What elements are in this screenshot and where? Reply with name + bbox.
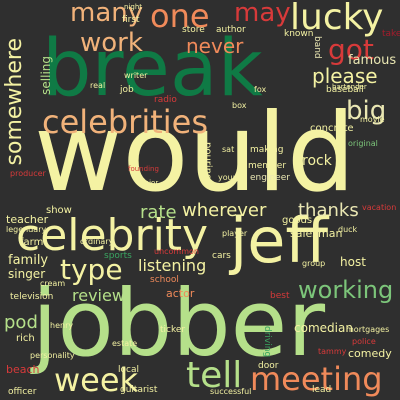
word-fox: fox	[254, 85, 267, 94]
word-beach: beach	[6, 363, 40, 376]
word-first: first	[122, 15, 140, 25]
word-radio: radio	[154, 95, 177, 105]
word-guitarist: guitarist	[120, 385, 158, 395]
word-rich: rich	[16, 333, 35, 344]
word-baseball: baseball	[326, 85, 364, 95]
word-uncommon: uncommon	[154, 247, 199, 256]
word-cars: cars	[212, 251, 231, 261]
word-tammy: tammy	[318, 347, 347, 356]
word-group: group	[302, 259, 326, 268]
word-television: television	[10, 292, 54, 302]
word-one: one	[150, 0, 210, 35]
word-cream: cream	[40, 279, 66, 288]
word-celebrities: celebrities	[42, 103, 209, 141]
word-member: member	[248, 161, 287, 171]
word-many: many	[70, 0, 144, 28]
word-week: week	[54, 361, 139, 399]
word-jobber: jobber	[32, 270, 326, 377]
word-somewhere: somewhere	[2, 38, 27, 166]
word-goods: goods	[282, 215, 313, 226]
word-door: door	[258, 361, 279, 371]
word-lead: lead	[312, 385, 332, 395]
word-review: review	[72, 286, 125, 305]
word-successful: successful	[210, 387, 252, 396]
word-family: family	[8, 253, 49, 268]
word-comedian: comedian	[294, 321, 353, 335]
word-actor: actor	[166, 287, 195, 300]
word-night: night	[124, 3, 143, 11]
word-driving: driving	[262, 326, 272, 358]
word-please: please	[312, 64, 378, 88]
word-big: big	[346, 96, 387, 126]
word-rock: rock	[302, 153, 332, 169]
word-school: school	[150, 275, 179, 285]
word-singer: singer	[8, 267, 46, 281]
word-teacher: teacher	[6, 213, 49, 226]
word-show: show	[46, 205, 72, 216]
word-best: best	[270, 291, 290, 301]
word-duck: duck	[338, 225, 358, 234]
word-rate: rate	[140, 202, 177, 223]
word-selling: selling	[39, 56, 53, 95]
word-sports: sports	[104, 251, 132, 261]
word-local: local	[118, 365, 139, 375]
word-lucky: lucky	[290, 0, 384, 38]
word-store: store	[182, 25, 205, 35]
word-got: got	[328, 33, 374, 66]
word-host: host	[340, 255, 366, 269]
word-meeting: meeting	[250, 360, 383, 398]
word-vacation: vacation	[362, 203, 397, 212]
word-known: known	[284, 29, 314, 39]
word-famous: famous	[348, 53, 397, 68]
word-tell: tell	[186, 355, 243, 396]
word-officer: officer	[8, 387, 37, 397]
word-job: job	[120, 85, 134, 95]
word-concrete: concrete	[310, 123, 354, 134]
word-founding: founding	[128, 165, 159, 173]
word-pod: pod	[4, 312, 38, 333]
word-ordinary: ordinary	[80, 237, 114, 246]
word-personality: personality	[30, 351, 75, 360]
word-producer: producer	[10, 169, 46, 178]
word-listening: listening	[138, 256, 207, 275]
word-wherever: wherever	[182, 200, 267, 221]
word-mortgages: mortgages	[346, 325, 390, 334]
word-real: real	[90, 81, 106, 90]
word-type: type	[60, 253, 123, 286]
word-movie: movie	[360, 115, 385, 124]
word-engineer: engineer	[250, 173, 290, 183]
word-take: take	[382, 29, 400, 39]
word-box: box	[232, 101, 247, 110]
word-break: break	[42, 24, 263, 114]
word-henry: henry	[50, 321, 74, 330]
word-police: police	[352, 337, 376, 346]
word-player: player	[222, 229, 248, 238]
word-would: would	[34, 91, 356, 216]
word-author: author	[216, 25, 246, 35]
word-working: working	[298, 276, 394, 304]
word-may: may	[234, 0, 291, 28]
word-pouring: pouring	[202, 142, 213, 181]
word-never: never	[186, 34, 244, 58]
word-legendary: legendary	[6, 225, 47, 234]
word-jeff: jeff	[230, 204, 329, 277]
word-farm: farm	[20, 237, 44, 248]
word-original: original	[348, 139, 378, 148]
word-band: band	[312, 36, 322, 59]
word-making: making	[250, 145, 284, 155]
word-ticker: ticker	[160, 325, 186, 335]
word-salesman: salesman	[290, 227, 343, 240]
word-bartender: bartender	[332, 83, 367, 91]
word-major: major	[138, 179, 159, 187]
word-writer: writer	[124, 71, 148, 80]
word-young: young	[218, 173, 243, 182]
word-work: work	[80, 28, 143, 58]
word-estate: estate	[112, 339, 138, 348]
word-sat: sat	[222, 145, 235, 154]
word-celebrity: celebrity	[16, 210, 209, 261]
word-thanks: thanks	[298, 200, 359, 221]
word-comedy: comedy	[348, 347, 392, 360]
